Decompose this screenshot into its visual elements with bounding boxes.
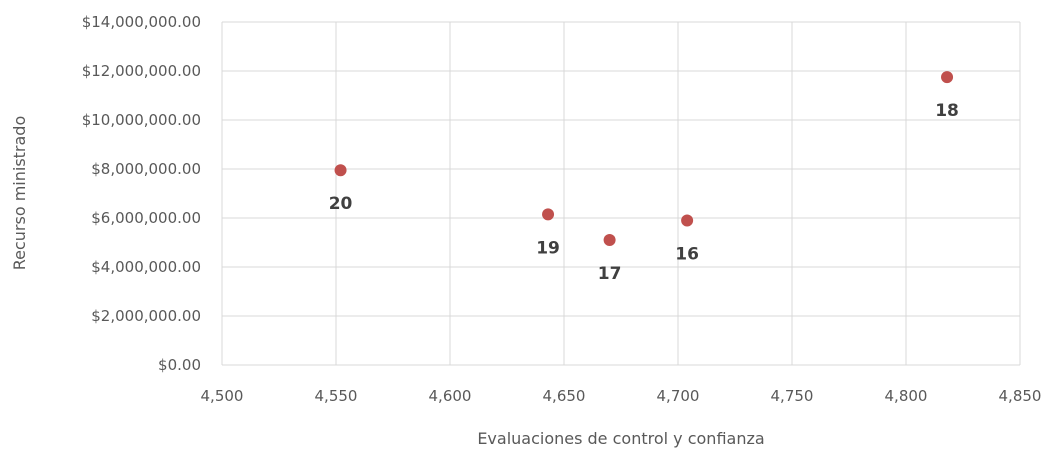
data-point [681,214,694,227]
data-point-label: 18 [935,101,959,121]
data-points [334,71,954,247]
y-tick-label: $0.00 [158,356,201,374]
y-tick-label: $8,000,000.00 [91,160,201,178]
x-tick-label: 4,700 [657,387,700,405]
data-point [542,208,555,221]
x-tick-label: 4,600 [429,387,472,405]
data-point [334,164,347,177]
tick-labels: 4,500 4,550 4,600 4,650 4,700 4,750 4,800 4,850… [82,13,1042,405]
x-tick-label: 4,650 [543,387,586,405]
y-tick-label: $10,000,000.00 [82,111,201,129]
data-point-label: 16 [675,244,699,264]
y-tick-label: $12,000,000.00 [82,62,201,80]
data-point [941,71,954,84]
data-point-label: 20 [329,194,353,214]
data-labels: 20 19 17 16 18 [329,101,959,284]
y-tick-label: $4,000,000.00 [91,258,201,276]
x-tick-label: 4,800 [885,387,928,405]
y-tick-label: $6,000,000.00 [91,209,201,227]
x-axis-title: Evaluaciones de control y confianza [477,429,764,448]
y-axis-title: Recurso ministrado [10,116,29,271]
data-point-label: 17 [598,264,622,284]
data-point-label: 19 [536,238,560,258]
x-tick-label: 4,850 [999,387,1042,405]
x-tick-label: 4,750 [771,387,814,405]
x-tick-label: 4,500 [201,387,244,405]
data-point [603,234,616,247]
gridlines [221,21,1021,366]
y-tick-label: $14,000,000.00 [82,13,201,31]
x-tick-label: 4,550 [315,387,358,405]
y-tick-label: $2,000,000.00 [91,307,201,325]
